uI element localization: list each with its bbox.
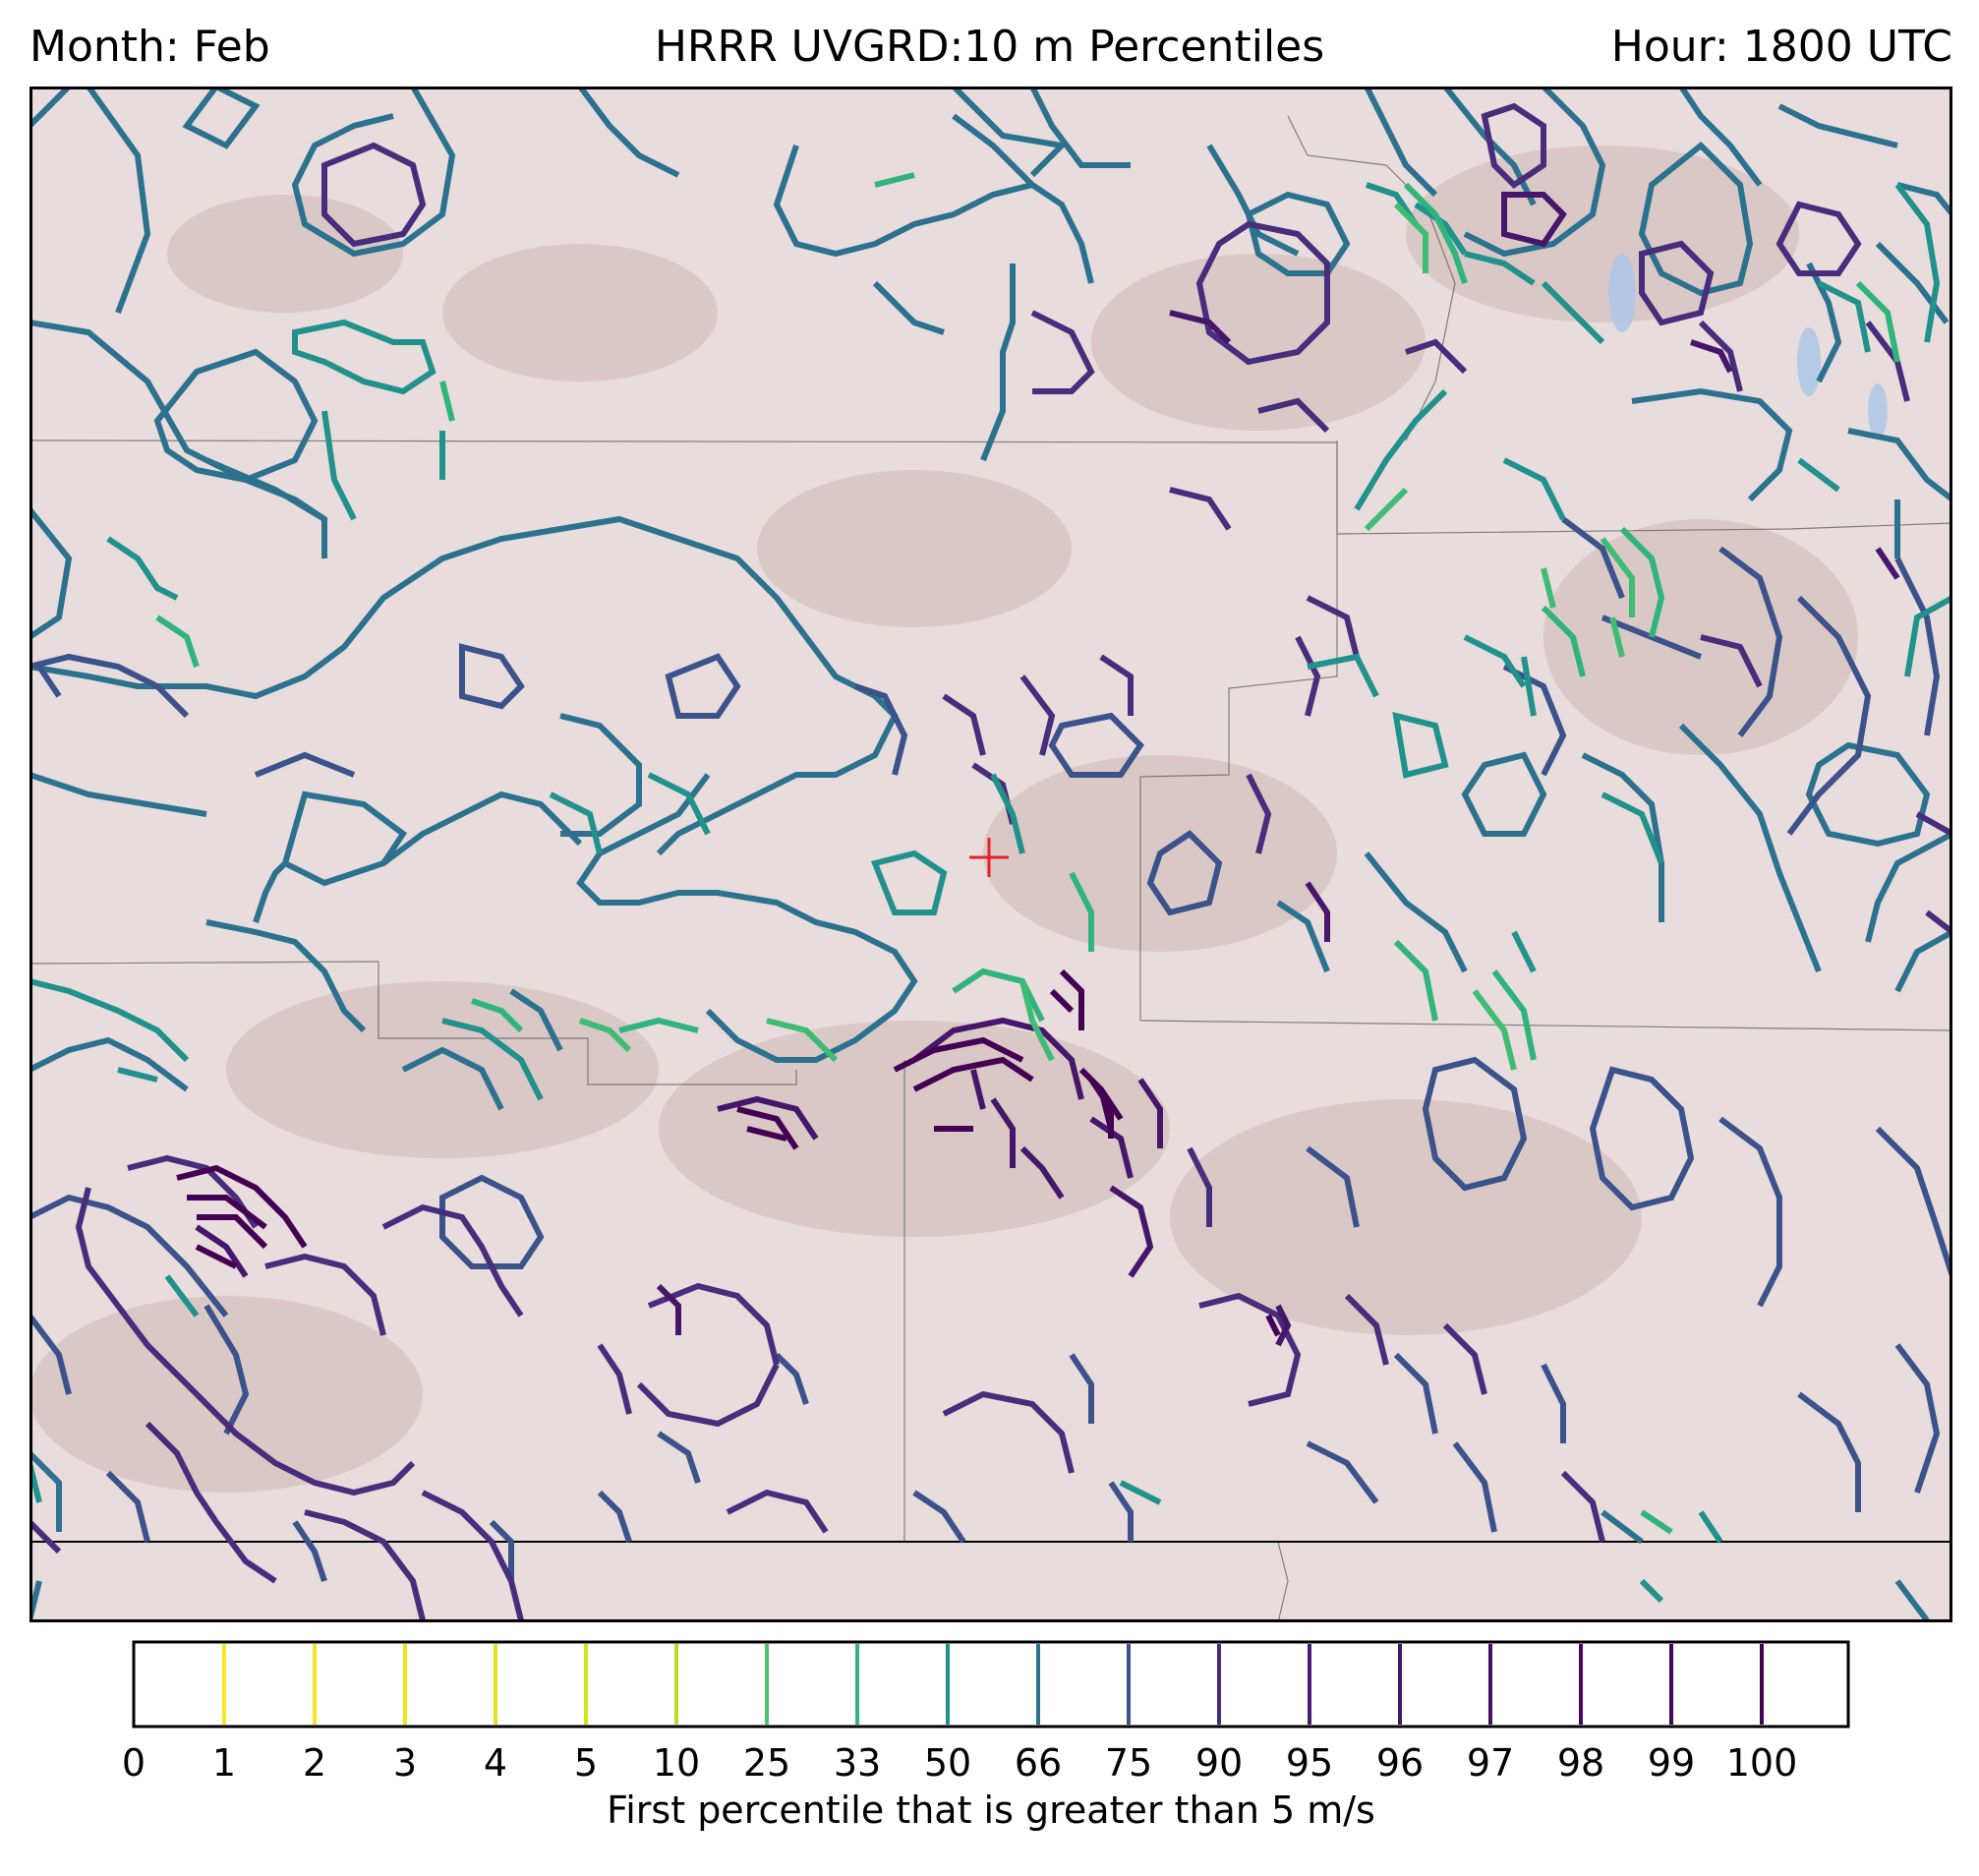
colorbar-tick-label-2: 2: [303, 1741, 326, 1785]
contour-90: [29, 102, 1952, 1621]
colorbar-tick-label-96: 96: [1376, 1741, 1424, 1785]
contour-map: [29, 87, 1952, 1622]
water-bodies: [1608, 254, 1888, 439]
colorbar-tick-label-33: 33: [834, 1741, 881, 1785]
colorbar-box: [132, 1640, 1850, 1729]
contour-66: [29, 87, 1952, 1622]
colorbar-tick-label-3: 3: [393, 1741, 417, 1785]
colorbar-tick-label-98: 98: [1557, 1741, 1604, 1785]
map-frame: [29, 87, 1952, 1622]
colorbar-label: First percentile that is greater than 5 …: [607, 1788, 1375, 1832]
contour-33: [155, 172, 1900, 1535]
colorbar-tick-labels: 0 1 2 3 4 5 10 25 33 50 66 75 90 95 96 97 98 99 100: [122, 1741, 1797, 1785]
colorbar: 0 1 2 3 4 5 10 25 33 50 66 75 90 95 96 97 98 99 100 First …: [122, 1640, 1850, 1832]
colorbar-tick-label-10: 10: [653, 1741, 700, 1785]
colorbar-ticks: [222, 1644, 1764, 1725]
colorbar-tick-label-0: 0: [122, 1741, 146, 1785]
contour-100: [176, 968, 1281, 1337]
colorbar-tick-label-99: 99: [1648, 1741, 1695, 1785]
colorbar-tick-label-4: 4: [484, 1741, 507, 1785]
contour-75: [29, 516, 1952, 1582]
colorbar-tick-label-25: 25: [743, 1741, 790, 1785]
contour-25: [579, 202, 1635, 1071]
contours: [29, 87, 1952, 1622]
colorbar-tick-label-100: 100: [1726, 1741, 1798, 1785]
colorbar-tick-label-75: 75: [1105, 1741, 1152, 1785]
colorbar-tick-label-97: 97: [1467, 1741, 1514, 1785]
colorbar-tick-label-66: 66: [1015, 1741, 1062, 1785]
month-label: Month: Feb: [29, 22, 270, 72]
contour-95: [195, 192, 1900, 1347]
colorbar-tick-label-5: 5: [574, 1741, 598, 1785]
map-title: HRRR UVGRD:10 m Percentiles: [654, 22, 1325, 72]
colorbar-tick-label-50: 50: [924, 1741, 971, 1785]
location-marker: [969, 838, 1009, 877]
colorbar-tick-label-1: 1: [212, 1741, 236, 1785]
colorbar-tick-label-95: 95: [1286, 1741, 1333, 1785]
colorbar-tick-label-90: 90: [1195, 1741, 1243, 1785]
hour-label: Hour: 1800 UTC: [1610, 22, 1952, 72]
